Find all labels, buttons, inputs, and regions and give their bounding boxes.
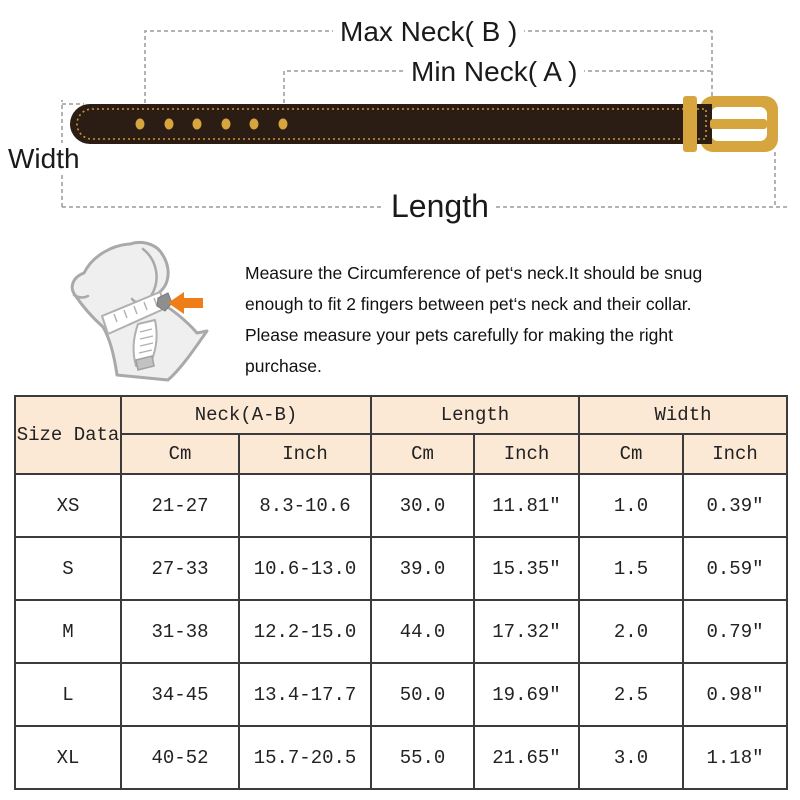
- length-label: Length: [384, 188, 496, 225]
- strap-hole: [192, 118, 202, 130]
- cell-neck-cm: 21-27: [120, 473, 240, 538]
- unit-header-cm: Cm: [120, 433, 240, 475]
- tape-tick: [139, 328, 153, 333]
- cell-width-inch: 0.98″: [682, 662, 788, 727]
- group-header-length: Length: [370, 395, 580, 435]
- unit-header-inch: Inch: [238, 433, 372, 475]
- cell-length-inch: 17.32″: [473, 599, 580, 664]
- cell-neck-cm: 40-52: [120, 725, 240, 790]
- group-header-neck: Neck(A-B): [120, 395, 372, 435]
- tape-tick: [143, 301, 148, 311]
- table-unit-header-row: Cm Inch Cm Inch Cm Inch: [15, 433, 788, 475]
- cell-width-inch: 1.18″: [682, 725, 788, 790]
- tape-tick: [153, 297, 158, 307]
- strap-hole: [249, 118, 259, 130]
- cell-neck-inch: 13.4-17.7: [238, 662, 372, 727]
- strap-stitching: [76, 108, 707, 140]
- dog-mouth: [72, 293, 90, 299]
- cell-size: XL: [14, 725, 122, 790]
- cell-width-cm: 3.0: [578, 725, 684, 790]
- belt-keeper: [683, 96, 697, 152]
- cell-width-cm: 1.0: [578, 473, 684, 538]
- unit-header-inch: Inch: [473, 433, 580, 475]
- table-row-s: S 27-33 10.6-13.0 39.0 15.35″ 1.5 0.59″: [14, 536, 788, 601]
- tape-buckle: [156, 292, 173, 312]
- tape-tick: [113, 313, 118, 323]
- tape-end-cap: [135, 355, 155, 371]
- cell-width-cm: 2.0: [578, 599, 684, 664]
- cell-length-inch: 11.81″: [473, 473, 580, 538]
- corner-cell-size-data: Size Data: [14, 395, 122, 475]
- min-neck-label: Min Neck( A ): [404, 56, 585, 89]
- strap-hole: [164, 118, 174, 130]
- table-row-xs: XS 21-27 8.3-10.6 30.0 11.81″ 1.0 0.39″: [14, 473, 788, 538]
- table-group-header-row: Size Data Neck(A-B) Length Width: [14, 395, 788, 475]
- cell-neck-cm: 27-33: [120, 536, 240, 601]
- cell-length-inch: 21.65″: [473, 725, 580, 790]
- strap-hole: [278, 118, 288, 130]
- max-neck-label: Max Neck( B ): [333, 16, 525, 49]
- cell-length-cm: 30.0: [370, 473, 475, 538]
- unit-header-inch: Inch: [682, 433, 788, 475]
- tape-tick: [139, 342, 154, 347]
- cell-size: S: [14, 536, 122, 601]
- tape-tick: [139, 335, 154, 340]
- cell-size: XS: [14, 473, 122, 538]
- cell-neck-inch: 12.2-15.0: [238, 599, 372, 664]
- max-neck-bracket: [144, 30, 713, 103]
- cell-width-inch: 0.59″: [682, 536, 788, 601]
- collar-diagram: [61, 30, 788, 208]
- cell-width-cm: 1.5: [578, 536, 684, 601]
- cell-neck-cm: 34-45: [120, 662, 240, 727]
- arrow-icon: [168, 292, 203, 314]
- buckle-prong: [710, 119, 767, 129]
- tape-tick: [138, 349, 153, 354]
- cell-width-inch: 0.39″: [682, 473, 788, 538]
- cell-neck-inch: 8.3-10.6: [238, 473, 372, 538]
- cell-size: M: [14, 599, 122, 664]
- table-row-xl: XL 40-52 15.7-20.5 55.0 21.65″ 3.0 1.18″: [14, 725, 788, 790]
- collar-strap: [70, 104, 712, 144]
- cell-length-cm: 39.0: [370, 536, 475, 601]
- dog-measuring-illustration: [70, 240, 209, 382]
- cell-width-inch: 0.79″: [682, 599, 788, 664]
- unit-header-cm: Cm: [370, 433, 475, 475]
- cell-size: L: [14, 662, 122, 727]
- measuring-instructions: Measure the Circumference of pet‘s neck.…: [245, 263, 703, 376]
- tape-tick: [133, 305, 138, 315]
- cell-neck-cm: 31-38: [120, 599, 240, 664]
- table-row-m: M 31-38 12.2-15.0 44.0 17.32″ 2.0 0.79″: [14, 599, 788, 664]
- tape-tick: [123, 309, 128, 319]
- cell-length-cm: 50.0: [370, 662, 475, 727]
- group-header-width: Width: [578, 395, 788, 435]
- cell-neck-inch: 15.7-20.5: [238, 725, 372, 790]
- table-row-l: L 34-45 13.4-17.7 50.0 19.69″ 2.5 0.98″: [14, 662, 788, 727]
- unit-header-cm: Cm: [578, 433, 684, 475]
- cell-neck-inch: 10.6-13.0: [238, 536, 372, 601]
- cell-length-cm: 55.0: [370, 725, 475, 790]
- width-label: Width: [4, 143, 84, 176]
- cell-length-inch: 19.69″: [473, 662, 580, 727]
- strap-hole: [221, 118, 231, 130]
- cell-width-cm: 2.5: [578, 662, 684, 727]
- strap-hole: [135, 118, 145, 130]
- cell-length-cm: 44.0: [370, 599, 475, 664]
- cell-length-inch: 15.35″: [473, 536, 580, 601]
- size-table: Size Data Neck(A-B) Length Width Cm Inch…: [14, 395, 788, 790]
